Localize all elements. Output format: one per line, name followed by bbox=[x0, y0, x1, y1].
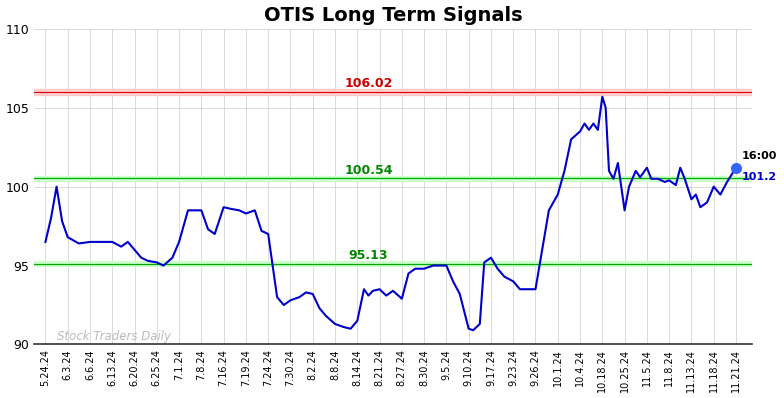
Text: Stock Traders Daily: Stock Traders Daily bbox=[56, 330, 171, 343]
Title: OTIS Long Term Signals: OTIS Long Term Signals bbox=[263, 6, 522, 25]
Bar bbox=[34, 89, 752, 95]
Text: 95.13: 95.13 bbox=[349, 249, 388, 262]
Text: 16:00: 16:00 bbox=[742, 150, 777, 161]
Text: 101.2: 101.2 bbox=[742, 172, 777, 182]
Bar bbox=[34, 261, 752, 266]
Bar bbox=[34, 176, 752, 181]
Text: 106.02: 106.02 bbox=[344, 77, 393, 90]
Text: 100.54: 100.54 bbox=[344, 164, 393, 177]
